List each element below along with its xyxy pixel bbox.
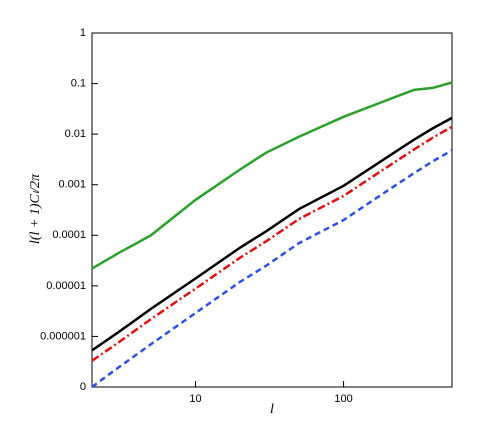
y-axis-label: l(l + 1)Cₗ/2π xyxy=(28,173,43,244)
series-line xyxy=(91,125,453,362)
y-tick-label: 0.0001 xyxy=(52,229,86,241)
y-tick-label: 0.1 xyxy=(71,77,86,89)
y-tick-label: 1 xyxy=(80,27,86,39)
x-tick-label: 10 xyxy=(189,393,201,405)
y-tick-label: 0 xyxy=(80,381,86,393)
plot-frame xyxy=(91,32,453,388)
series-line xyxy=(91,81,453,270)
series-line xyxy=(91,116,453,352)
y-tick-label: 0.000001 xyxy=(40,330,86,342)
x-axis-label: l xyxy=(270,402,274,417)
y-tick-label: 0.00001 xyxy=(46,280,86,292)
y-tick-label: 0.001 xyxy=(58,179,86,191)
x-tick-label: 100 xyxy=(334,393,352,405)
y-tick-label: 0.01 xyxy=(65,128,86,140)
series-line xyxy=(91,149,453,389)
